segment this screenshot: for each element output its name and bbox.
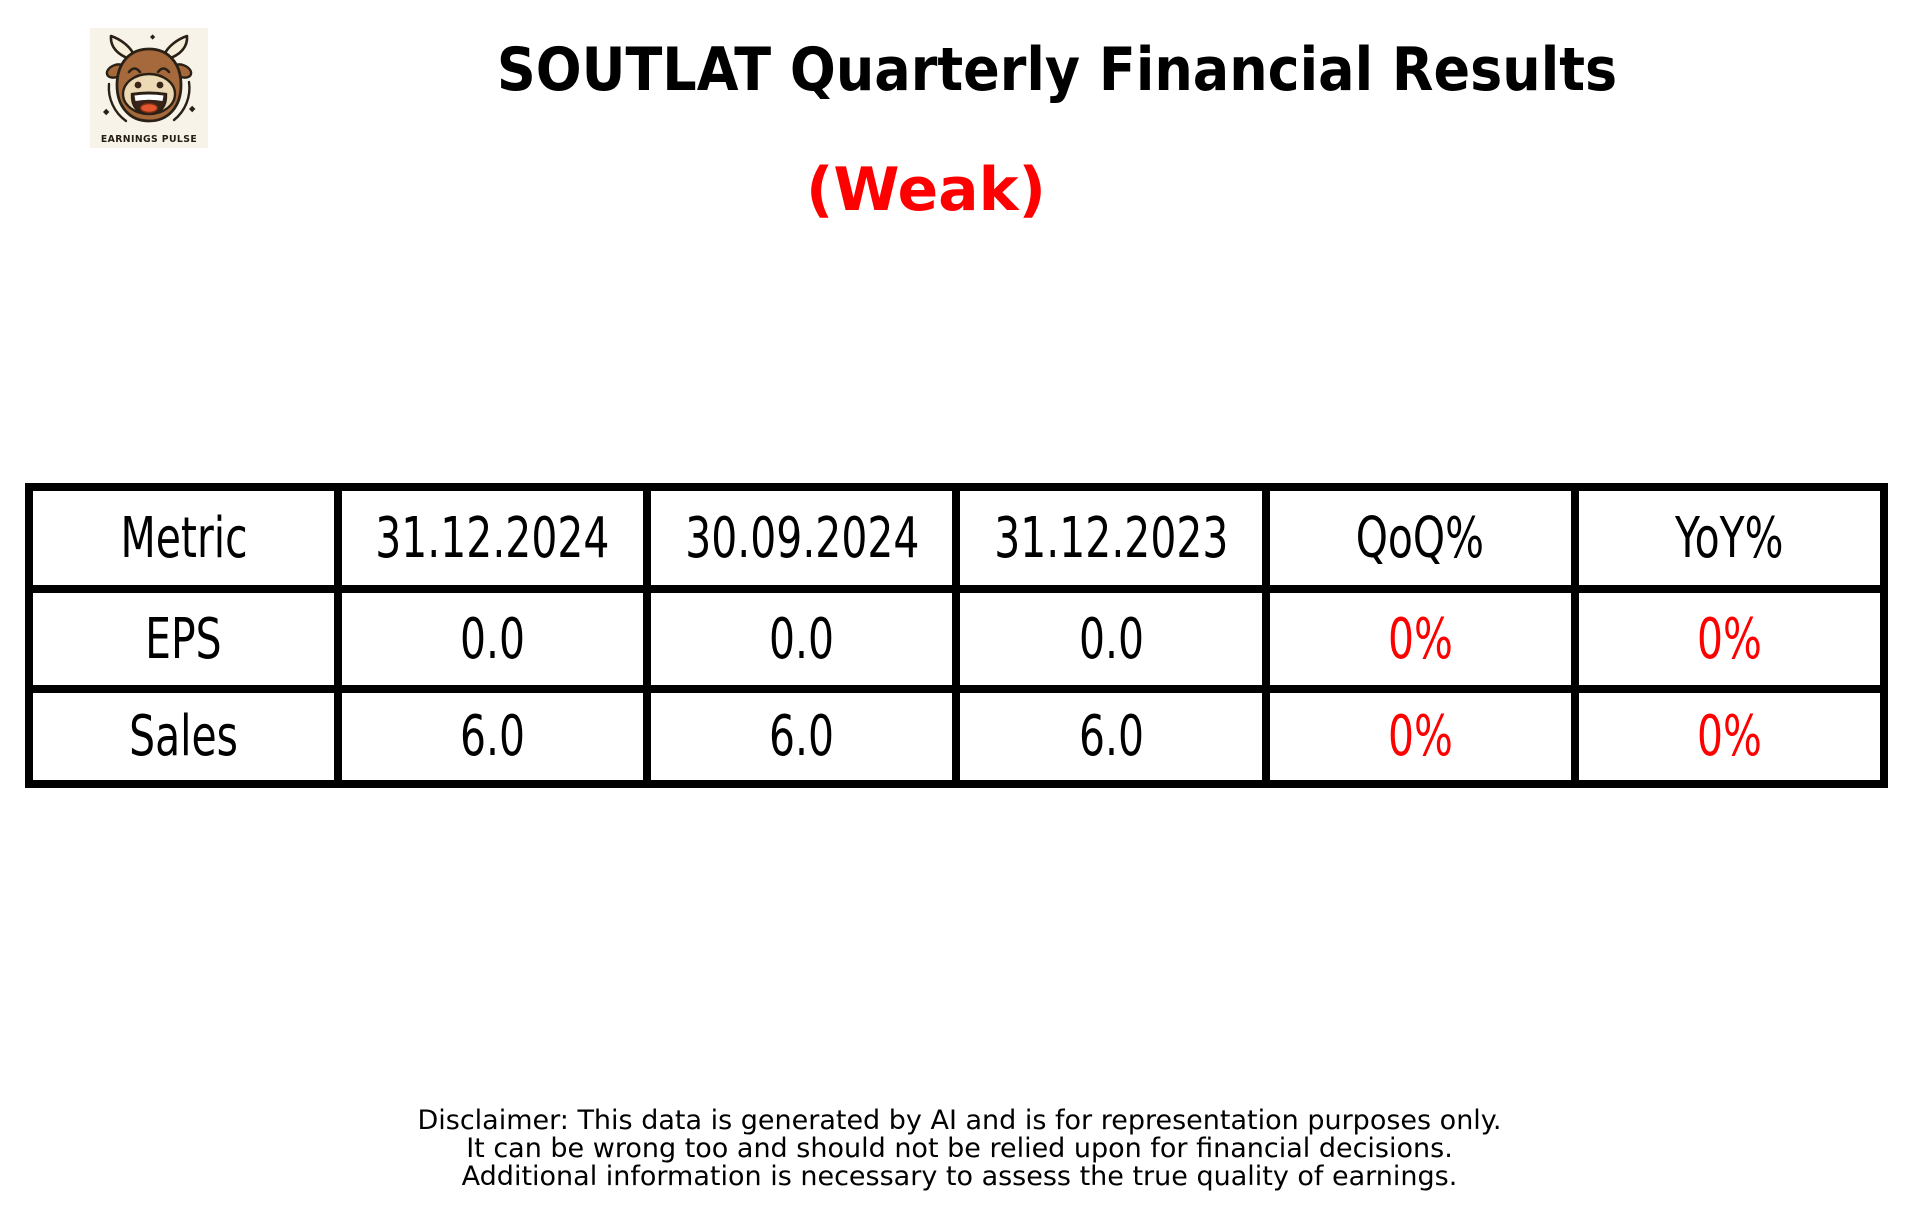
table-cell-sales-qoq: 0%	[1269, 693, 1571, 780]
table-header-cell: Metric	[33, 491, 335, 585]
page-title: SOUTLAT Quarterly Financial Results	[496, 35, 1618, 105]
disclaimer-line-3: Additional information is necessary to a…	[461, 1161, 1458, 1192]
table-cell-sales-q3: 6.0	[960, 693, 1262, 780]
column-header-yoy: YoY%	[1675, 505, 1784, 571]
table-header-cell: QoQ%	[1269, 491, 1571, 585]
column-header-period-2: 30.09.2024	[684, 505, 919, 571]
disclaimer-line-2: It can be wrong too and should not be re…	[466, 1133, 1453, 1164]
table-header-cell: 31.12.2023	[960, 491, 1262, 585]
table-cell-eps-label: EPS	[33, 593, 335, 685]
table-cell-eps-q3: 0.0	[960, 593, 1262, 685]
table-cell-sales-label: Sales	[33, 693, 335, 780]
results-table: Metric 31.12.2024 30.09.2024 31.12.2023 …	[25, 483, 1888, 788]
disclaimer-text: Disclaimer: This data is generated by AI…	[0, 1107, 1919, 1191]
table-header-cell: 30.09.2024	[651, 491, 953, 585]
table-cell-sales-yoy: 0%	[1578, 693, 1880, 780]
logo-brand-text: EARNINGS PULSE	[101, 134, 197, 145]
column-header-period-1: 31.12.2024	[375, 505, 610, 571]
table-cell-eps-yoy: 0%	[1578, 593, 1880, 685]
bull-mascot-icon: EARNINGS PULSE	[90, 28, 208, 148]
table-header-cell: YoY%	[1578, 491, 1880, 585]
verdict-label: (Weak)	[806, 155, 1046, 225]
table-cell-eps-q1: 0.0	[342, 593, 644, 685]
table-cell-sales-q2: 6.0	[651, 693, 953, 780]
column-header-metric: Metric	[120, 505, 248, 571]
disclaimer-line-1: Disclaimer: This data is generated by AI…	[417, 1105, 1502, 1136]
column-header-qoq: QoQ%	[1356, 505, 1485, 571]
earnings-pulse-logo: EARNINGS PULSE	[90, 28, 208, 148]
table-cell-sales-q1: 6.0	[342, 693, 644, 780]
table-cell-eps-qoq: 0%	[1269, 593, 1571, 685]
column-header-period-3: 31.12.2023	[994, 505, 1229, 571]
table-header-cell: 31.12.2024	[342, 491, 644, 585]
table-cell-eps-q2: 0.0	[651, 593, 953, 685]
